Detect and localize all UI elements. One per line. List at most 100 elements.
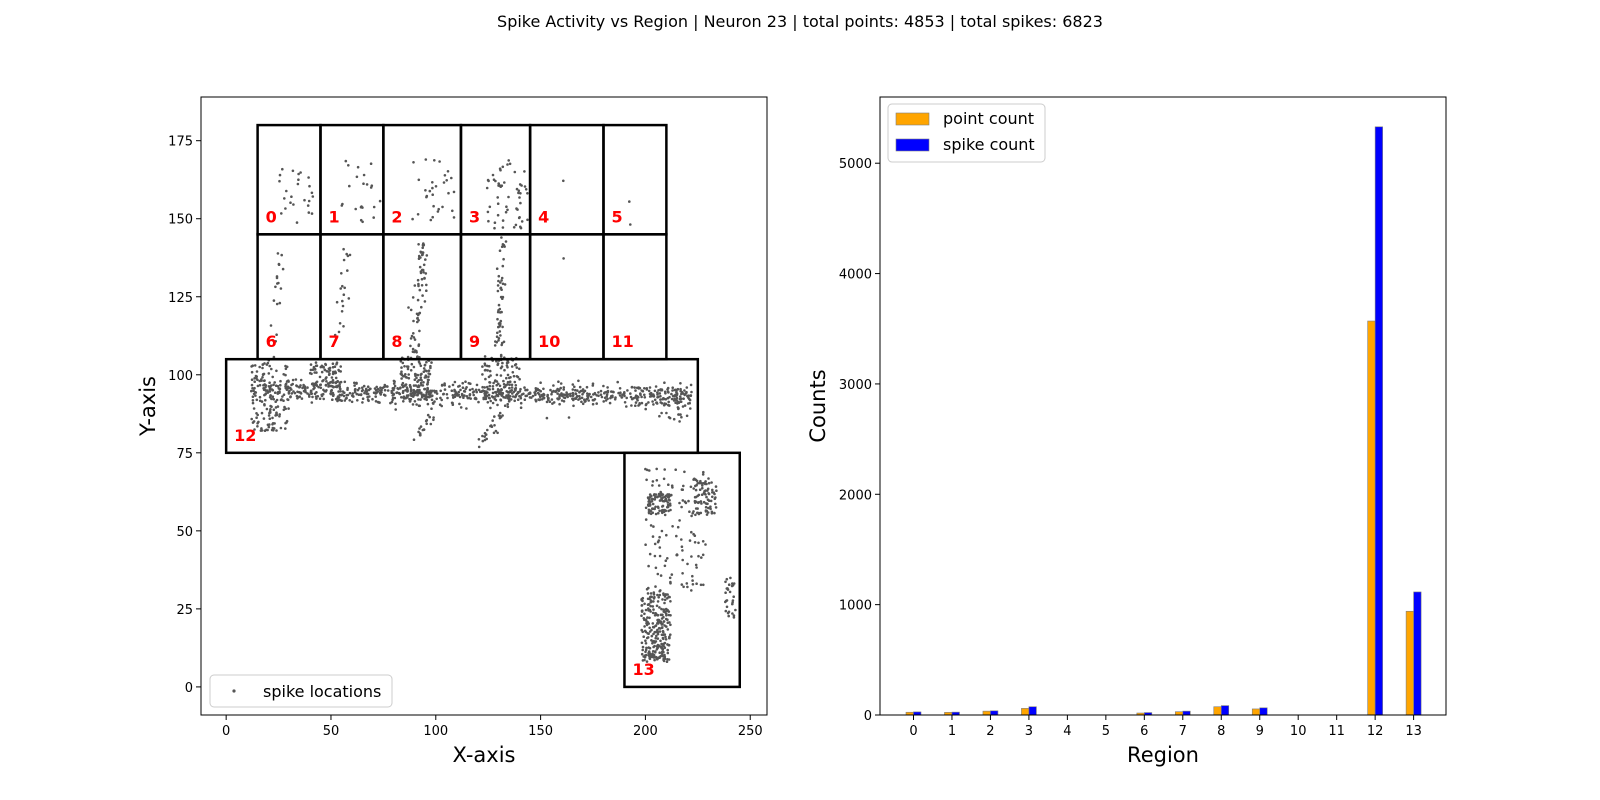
spike-point	[649, 604, 652, 608]
spike-point	[579, 389, 583, 393]
spike-point	[519, 401, 523, 405]
spike-point	[724, 580, 727, 584]
spike-point	[339, 287, 343, 290]
spike-point	[517, 191, 520, 195]
spike-point	[646, 592, 650, 595]
spike-point	[412, 384, 416, 387]
spike-point	[725, 587, 729, 590]
spike-point	[355, 392, 359, 396]
spike-point	[695, 483, 698, 487]
spike-point	[322, 397, 326, 401]
spike-point	[439, 389, 443, 393]
spike-point	[644, 639, 647, 642]
spike-point	[501, 226, 505, 229]
spike-point	[284, 427, 287, 430]
spike-point	[681, 549, 684, 552]
spike-point	[409, 369, 413, 372]
spike-point	[431, 186, 434, 190]
spike-point	[496, 317, 499, 321]
spike-point	[319, 383, 322, 387]
spike-point	[324, 390, 328, 393]
spike-point	[597, 391, 600, 394]
spike-point	[371, 397, 374, 401]
spike-point	[508, 380, 512, 384]
spike-point	[403, 396, 407, 400]
spike-point	[483, 355, 487, 358]
spike-point	[518, 377, 521, 381]
spike-point	[464, 380, 467, 384]
spike-point	[493, 221, 497, 224]
spike-point	[446, 396, 449, 400]
spike-point	[644, 407, 647, 411]
spike-point	[566, 394, 569, 397]
spike-point	[429, 364, 432, 368]
y-tick-label: 0	[185, 681, 193, 696]
spike-point	[428, 372, 432, 376]
bar-plot-frame	[879, 96, 1447, 716]
spike-point	[487, 179, 490, 183]
spike-point	[656, 593, 659, 597]
spike-point	[679, 397, 683, 401]
spike-point	[652, 645, 655, 649]
spike-point	[392, 382, 396, 385]
spike-point	[341, 304, 345, 308]
spike-point	[663, 601, 666, 605]
spike-point	[498, 330, 502, 333]
spike-point	[273, 422, 276, 425]
spike-point	[386, 389, 390, 392]
spike-point	[267, 372, 271, 375]
spike-point	[272, 355, 276, 359]
spike-point	[271, 338, 275, 342]
spike-point	[383, 388, 387, 392]
spike-point	[644, 619, 648, 622]
spike-point	[499, 374, 503, 377]
spike-point	[252, 389, 255, 393]
spike-point	[350, 400, 354, 404]
spike-point	[298, 395, 302, 399]
spike-point	[282, 399, 285, 403]
spike-point	[348, 184, 351, 188]
spike-point	[307, 176, 310, 179]
spike-point	[276, 384, 280, 388]
spike-point	[600, 395, 604, 399]
spike-point	[498, 391, 502, 395]
spike-point	[705, 513, 709, 516]
spike-point	[378, 199, 382, 203]
spike-point	[606, 386, 609, 389]
spike-point	[376, 387, 380, 391]
x-axis-label: X-axis	[453, 743, 516, 767]
spike-point	[279, 379, 282, 383]
spike-point	[497, 279, 500, 283]
spike-point	[703, 490, 706, 493]
spike-point	[512, 226, 516, 229]
spike-point	[434, 185, 438, 188]
spike-point	[650, 639, 653, 642]
spike-point	[310, 191, 314, 195]
spike-point	[656, 600, 660, 603]
bar-spike-count-8	[1220, 705, 1230, 716]
spike-point	[306, 204, 310, 207]
spike-point	[685, 582, 689, 585]
spike-point	[416, 373, 420, 377]
spike-point	[417, 430, 420, 434]
spike-point	[457, 385, 460, 388]
spike-point	[450, 176, 453, 180]
spike-point	[523, 185, 527, 188]
spike-point	[251, 399, 255, 402]
spike-point	[551, 402, 554, 405]
spike-point	[515, 187, 519, 191]
spike-point	[251, 395, 255, 399]
spike-point	[425, 422, 429, 426]
spike-point	[290, 388, 293, 391]
spike-point	[268, 417, 272, 421]
spike-point	[575, 395, 579, 399]
spike-point	[658, 630, 662, 633]
spike-point	[486, 391, 489, 394]
spike-point	[640, 652, 644, 656]
spike-point	[514, 223, 518, 227]
spike-point	[315, 397, 318, 400]
spike-point	[701, 484, 704, 487]
spike-point	[510, 386, 514, 389]
